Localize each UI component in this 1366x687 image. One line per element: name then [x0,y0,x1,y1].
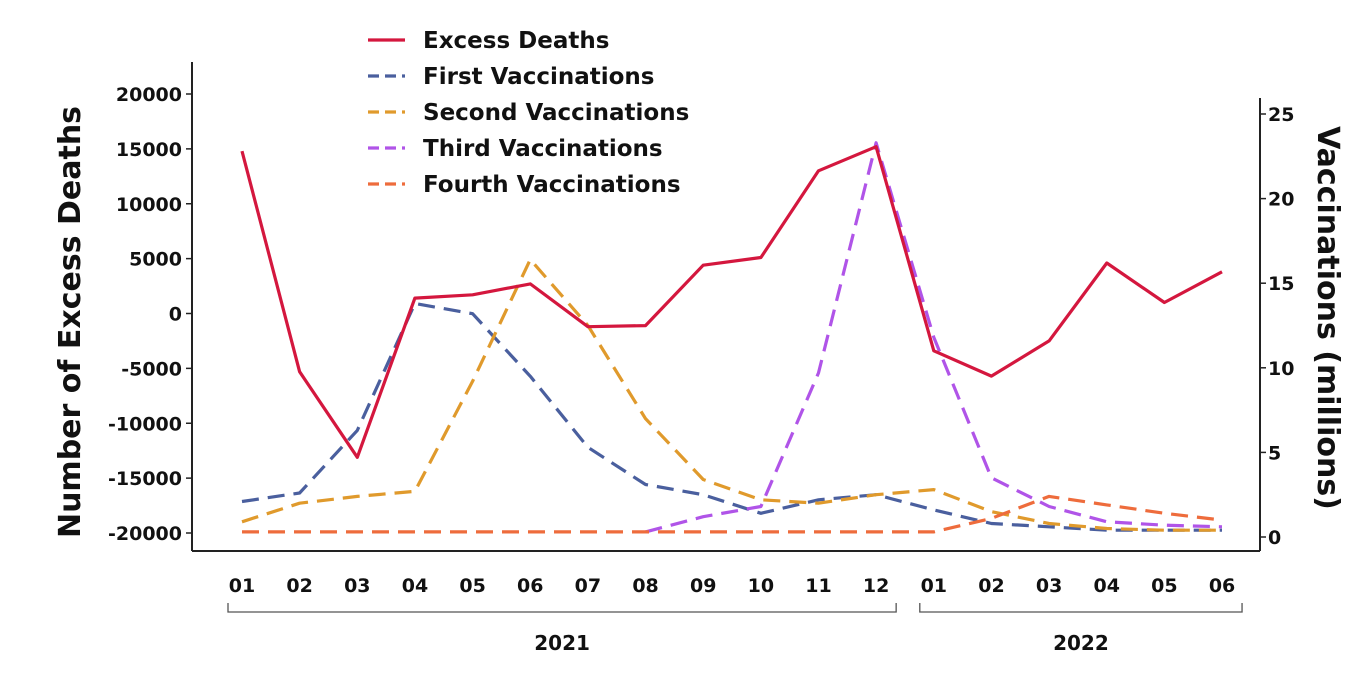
left-tick-label: -5000 [121,358,182,380]
axes [191,62,1261,552]
series-line-excess-deaths [240,145,1223,459]
legend-label-excess-deaths: Excess Deaths [423,28,609,54]
x-tick-label: 10 [748,575,774,597]
x-tick-label: 03 [1036,575,1062,597]
x-tick-labels: 01 02 03 04 05 06 07 08 09 10 11 12 01 02 03 04 05 06 [229,575,1236,597]
legend-label-fourth-vaccinations: Fourth Vaccinations [423,172,681,198]
x-tick-label: 01 [921,575,947,597]
left-tick-labels: 20000 15000 10000 5000 0 -5000 -10000 -15000 -20… [108,84,192,545]
legend-label-third-vaccinations: Third Vaccinations [423,136,663,162]
left-axis-title: Number of Excess Deaths [53,106,88,538]
right-tick-label: 25 [1268,104,1294,126]
left-tick-label: 15000 [116,139,182,161]
x-tick-label: 03 [344,575,370,597]
left-tick-label: -10000 [108,413,182,435]
left-tick-label: 20000 [116,84,182,106]
x-tick-label: 01 [229,575,255,597]
year-label: 2022 [1053,631,1109,655]
right-tick-label: 0 [1268,527,1281,549]
x-tick-label: 02 [286,575,312,597]
x-tick-label: 06 [517,575,543,597]
x-tick-label: 05 [1151,575,1177,597]
x-tick-label: 04 [402,575,428,597]
series-line-fourth-vaccinations [242,494,1223,534]
x-tick-label: 05 [459,575,485,597]
x-tick-label: 11 [805,575,831,597]
series-line-first-vaccinations [241,301,1222,532]
legend-label-second-vaccinations: Second Vaccinations [423,100,689,126]
series-lines [240,141,1223,534]
x-tick-label: 02 [978,575,1004,597]
year-groups: 2021 2022 [227,603,1243,655]
x-tick-label: 09 [690,575,716,597]
x-tick-label: 07 [575,575,601,597]
right-tick-label: 5 [1268,442,1281,464]
left-tick-label: 10000 [116,194,182,216]
left-tick-label: 0 [169,304,182,326]
left-tick-label: -20000 [108,523,182,545]
right-tick-label: 20 [1268,189,1294,211]
year-bracket [919,603,1243,613]
right-tick-label: 15 [1268,273,1294,295]
series-line-second-vaccinations [241,257,1222,532]
right-tick-labels: 25 20 15 10 5 0 [1260,104,1294,549]
x-tick-label: 04 [1094,575,1120,597]
x-tick-label: 06 [1209,575,1235,597]
legend: Excess Deaths First Vaccinations Second Va… [368,28,689,198]
right-axis-title: Vaccinations (millions) [1310,126,1345,510]
x-tick-label: 08 [632,575,658,597]
year-label: 2021 [534,631,590,655]
year-bracket [227,603,897,613]
x-tick-label: 12 [863,575,889,597]
left-tick-label: -15000 [108,468,182,490]
series-line-third-vaccinations [645,141,1223,534]
left-tick-label: 5000 [129,249,182,271]
legend-label-first-vaccinations: First Vaccinations [423,64,654,90]
right-tick-label: 10 [1268,358,1294,380]
